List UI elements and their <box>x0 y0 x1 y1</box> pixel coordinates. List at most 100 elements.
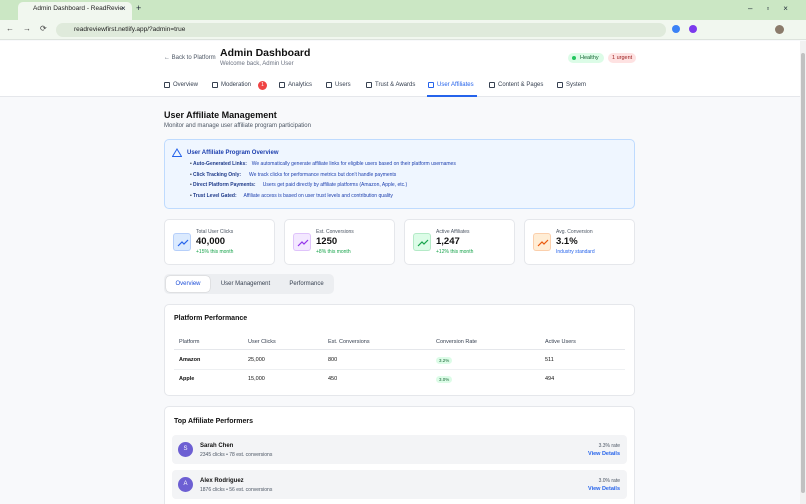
tab[interactable]: Overview <box>166 276 210 292</box>
scrollbar[interactable] <box>800 41 806 504</box>
profile[interactable] <box>775 25 784 34</box>
stat-icon <box>533 233 551 251</box>
nav-icon <box>489 82 495 88</box>
nav-item[interactable]: System <box>566 82 587 88</box>
nav-icon <box>326 82 332 88</box>
nav-item[interactable]: User Affiliates <box>437 82 474 88</box>
nav-item[interactable]: Moderation <box>221 82 252 88</box>
rate-badge: 3.0% <box>436 376 453 383</box>
back-link[interactable]: ← Back to Platform <box>164 55 216 61</box>
bullet: • <box>190 171 192 178</box>
info-text: We track clicks for performance metrics … <box>249 171 397 178</box>
section-title: User Affiliate Management <box>164 110 277 120</box>
tab-bar <box>0 0 806 20</box>
table-rule <box>174 349 625 350</box>
tab[interactable]: Performance <box>289 281 324 287</box>
table-header: Est. Conversions <box>328 339 370 345</box>
nav-item[interactable]: Trust & Awards <box>375 82 416 88</box>
table-cell: 494 <box>545 376 555 382</box>
nav-icon <box>557 82 563 88</box>
header <box>0 41 800 97</box>
stat-label: Est. Conversions <box>316 229 354 235</box>
stat-icon <box>413 233 431 251</box>
table-header: User Clicks <box>248 339 276 345</box>
performer-name: Alex Rodriguez <box>200 478 244 484</box>
stat-label: Total User Clicks <box>196 229 234 235</box>
table-header: Conversion Rate <box>436 339 477 345</box>
avatar: S <box>178 442 193 457</box>
table-rule <box>174 369 625 370</box>
info-text: Users get paid directly by affiliate pla… <box>262 182 408 189</box>
nav-item[interactable]: Content & Pages <box>498 82 544 88</box>
performer-stats: 1876 clicks • 56 est. conversions <box>200 487 273 493</box>
window-controls[interactable]: –▫× <box>748 4 802 13</box>
performer-stats: 2345 clicks • 78 est. conversions <box>200 452 273 458</box>
info-box <box>164 139 635 209</box>
table-header: Active Users <box>545 339 576 345</box>
nav-item[interactable]: Users <box>335 82 351 88</box>
stat-value: 1,247 <box>436 236 460 247</box>
tab-close[interactable]: × <box>121 4 126 13</box>
info-icon <box>172 148 182 157</box>
stat-note: Industry standard <box>556 249 595 255</box>
tab[interactable] <box>18 2 132 20</box>
table-cell: 450 <box>328 376 338 382</box>
table-cell: 25,000 <box>248 357 265 363</box>
nav-icon <box>164 82 170 88</box>
nav-underline <box>427 95 477 97</box>
extension[interactable] <box>689 25 697 33</box>
stat-note: +15% this month <box>196 249 234 255</box>
stat-note: +12% this month <box>436 249 474 255</box>
table-cell: 511 <box>545 357 554 363</box>
table-cell: 800 <box>328 357 338 363</box>
info-title: User Affiliate Program Overview <box>187 150 279 156</box>
nav-badge: 1 <box>258 81 267 90</box>
table-header: Platform <box>179 339 200 345</box>
view-details[interactable]: View Details <box>588 486 620 492</box>
stat-icon <box>173 233 191 251</box>
nav-icon <box>279 82 285 88</box>
page-subtitle: Welcome back, Admin User <box>220 61 294 67</box>
stat-label: Active Affiliates <box>436 229 470 235</box>
card-title: Top Affiliate Performers <box>174 418 253 425</box>
view-details[interactable]: View Details <box>588 451 620 457</box>
info-label: Trust Level Gated: <box>193 193 237 200</box>
table-cell: 15,000 <box>248 376 265 382</box>
info-label: Click Tracking Only: <box>193 171 242 178</box>
performer-rate: 3.3% rate <box>598 443 620 449</box>
stat-note: +8% this month <box>316 249 351 255</box>
address-bar[interactable] <box>56 23 666 37</box>
bullet: • <box>190 161 192 167</box>
info-text: Affiliate access is based on user trust … <box>243 193 393 200</box>
section-subtitle: Monitor and manage user affiliate progra… <box>164 123 311 129</box>
bullet: • <box>190 193 192 200</box>
avatar: A <box>178 477 193 492</box>
tab[interactable]: User Management <box>220 281 271 287</box>
new-tab[interactable]: + <box>136 3 142 13</box>
bullet: • <box>190 182 192 189</box>
performer-name: Sarah Chen <box>200 443 234 449</box>
tab-title: Admin Dashboard - ReadRevie <box>33 5 123 12</box>
info-label: Direct Platform Payments: <box>193 182 256 189</box>
nav-icon <box>366 82 372 88</box>
extension[interactable] <box>672 25 680 33</box>
card-title: Platform Performance <box>174 315 248 322</box>
performer-row <box>172 435 627 464</box>
stat-value: 1250 <box>316 236 338 247</box>
status-badge: Healthy <box>568 53 604 63</box>
nav-item[interactable]: Analytics <box>288 82 313 88</box>
table-cell: Amazon <box>179 357 201 363</box>
table-cell: Apple <box>179 376 195 382</box>
url: readreviewfirst.netlify.app/?admin=true <box>74 26 186 33</box>
nav-buttons[interactable]: ←→⟳ <box>6 24 56 33</box>
nav-item[interactable]: Overview <box>173 82 199 88</box>
nav-icon <box>428 82 434 88</box>
nav-icon <box>212 82 218 88</box>
info-text: We automatically generate affiliate link… <box>251 161 456 167</box>
stat-label: Avg. Conversion <box>556 229 593 235</box>
stat-icon <box>293 233 311 251</box>
platform-card <box>164 304 635 396</box>
status-dot <box>572 56 576 60</box>
rate-badge: 3.2% <box>436 357 453 364</box>
